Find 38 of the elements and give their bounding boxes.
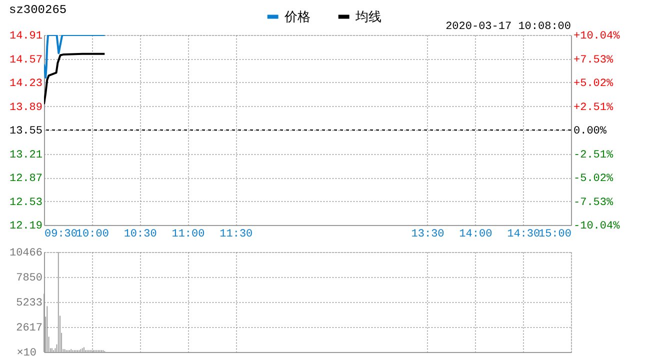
y2-tick-label: +2.51% [574,102,614,114]
y-tick-label: 14.57 [9,54,42,66]
y2-tick-label: -2.51% [574,149,614,162]
line-series [44,35,106,79]
y-tick-label: 14.91 [9,30,43,42]
y2-tick-label: +7.53% [574,54,614,66]
y2-tick-label: -5.02% [574,173,614,185]
legend-label: 均线 [354,10,382,25]
x-tick-label: 10:00 [76,228,109,240]
x-tick-label: 14:00 [459,228,492,240]
y-tick-label: 2617 [16,322,42,334]
chart-title: sz300265 [8,3,67,17]
y2-tick-label: +5.02% [574,78,614,90]
x-tick-label: 09:30 [44,228,78,240]
y-tick-label: 10466 [9,248,42,260]
y-axis-title: ×10 [16,348,36,360]
y2-tick-label: +10.04% [574,30,620,42]
y-tick-label: 12.19 [9,220,42,232]
y-tick-label: 12.87 [9,173,42,185]
legend-label: 价格 [283,10,310,25]
y-tick-label: 13.55 [9,126,42,138]
x-tick-label: 11:00 [172,228,205,240]
y-tick-label: 13.89 [9,102,42,114]
y-tick-label: 13.21 [9,149,43,162]
line-series [44,52,106,106]
x-tick-label: 11:30 [220,228,253,240]
y-tick-label: 7850 [16,272,42,284]
y-tick-label: 5233 [16,298,42,310]
y2-tick-label: -7.53% [574,196,614,209]
y-tick-label: 14.23 [9,78,42,90]
x-tick-label: 10:30 [124,228,157,240]
x-tick-label: 15:00 [538,228,572,240]
y-tick-label: 12.53 [9,196,42,209]
y2-tick-label: 0.00% [574,126,607,138]
x-tick-label: 14:30 [507,228,540,240]
y2-tick-label: -10.04% [574,220,620,232]
x-tick-label: 13:30 [411,228,444,240]
text: 2020-03-17 10:08:00 [446,21,571,33]
